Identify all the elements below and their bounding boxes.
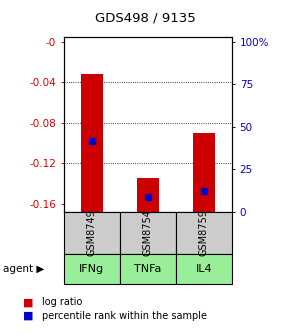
Text: GSM8759: GSM8759 bbox=[199, 209, 209, 256]
Bar bbox=[193, 133, 215, 212]
Bar bbox=[137, 178, 159, 212]
Text: IL4: IL4 bbox=[196, 264, 212, 274]
Text: ■: ■ bbox=[23, 297, 34, 307]
Text: agent ▶: agent ▶ bbox=[3, 264, 44, 274]
Text: percentile rank within the sample: percentile rank within the sample bbox=[42, 311, 207, 321]
Text: GDS498 / 9135: GDS498 / 9135 bbox=[95, 12, 195, 25]
Text: GSM8754: GSM8754 bbox=[143, 209, 153, 256]
Text: log ratio: log ratio bbox=[42, 297, 82, 307]
Text: ■: ■ bbox=[23, 311, 34, 321]
Text: IFNg: IFNg bbox=[79, 264, 104, 274]
Text: GSM8749: GSM8749 bbox=[87, 209, 97, 256]
Bar bbox=[81, 74, 103, 212]
Text: TNFa: TNFa bbox=[134, 264, 162, 274]
